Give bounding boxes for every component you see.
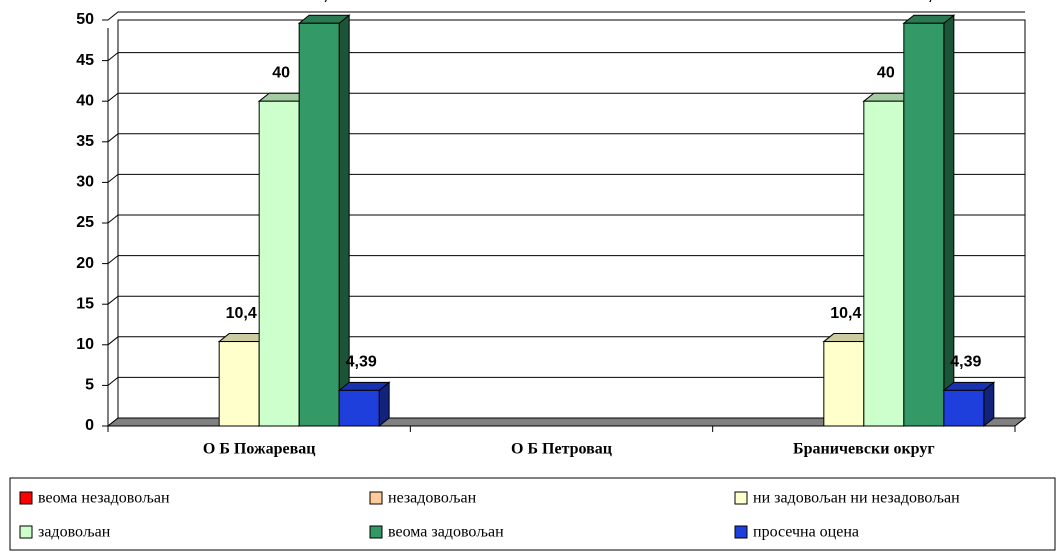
grid-line [107, 11, 1025, 21]
grid-line [107, 336, 1025, 346]
grid-line [107, 133, 1025, 143]
value-label: 49,6 [306, 0, 337, 3]
y-tick-label: 15 [76, 295, 94, 312]
bar [823, 341, 865, 427]
legend-label: ни задовољан ни незадовољан [753, 490, 960, 507]
y-tick-label: 20 [76, 255, 94, 272]
y-tick-label: 40 [76, 92, 94, 109]
y-tick-label: 35 [76, 133, 94, 150]
y-tick-label: 25 [76, 214, 94, 231]
legend-label: задовољан [38, 524, 111, 541]
y-tick-label: 5 [85, 377, 94, 394]
y-tick-label: 0 [85, 417, 94, 434]
y-tick-label: 50 [76, 11, 94, 28]
value-label: 4,39 [346, 354, 377, 371]
y-tick-label: 45 [76, 52, 94, 69]
bar [258, 100, 300, 427]
grid-line [107, 52, 1025, 61]
legend-label: веома незадовољан [38, 490, 170, 507]
x-tick-label: О Б Пожаревац [203, 441, 316, 458]
value-label: 10,4 [830, 305, 861, 322]
bar [218, 341, 260, 427]
value-label: 49,6 [910, 0, 941, 3]
grid-line [107, 214, 1025, 224]
legend-label: просечна оцена [753, 524, 859, 541]
value-label: 40 [877, 64, 895, 81]
legend-swatch [734, 525, 748, 539]
value-label: 10,4 [226, 305, 257, 322]
x-tick-label: О Б Петровац [511, 441, 612, 458]
grid-line [107, 173, 1025, 183]
bar [338, 389, 380, 427]
x-tick-label: Браничевски округ [793, 441, 935, 458]
grid-line [107, 376, 1025, 386]
grid-line [107, 255, 1025, 264]
bar [903, 22, 945, 427]
bar [298, 22, 340, 427]
legend-box [9, 477, 1056, 551]
legend-label: веома задовољан [388, 524, 504, 541]
y-tick-label: 30 [76, 174, 94, 191]
value-label: 4,39 [950, 354, 981, 371]
legend-swatch [369, 525, 383, 539]
bar [863, 100, 905, 427]
y-tick-label: 10 [76, 336, 94, 353]
legend-swatch [734, 491, 748, 505]
grid-line [107, 92, 1025, 102]
bar [943, 389, 985, 427]
value-label: 40 [272, 64, 290, 81]
legend-swatch [19, 525, 33, 539]
grid-line [107, 295, 1025, 305]
legend-swatch [369, 491, 383, 505]
legend-swatch [19, 491, 33, 505]
legend-label: незадовољан [388, 490, 477, 507]
